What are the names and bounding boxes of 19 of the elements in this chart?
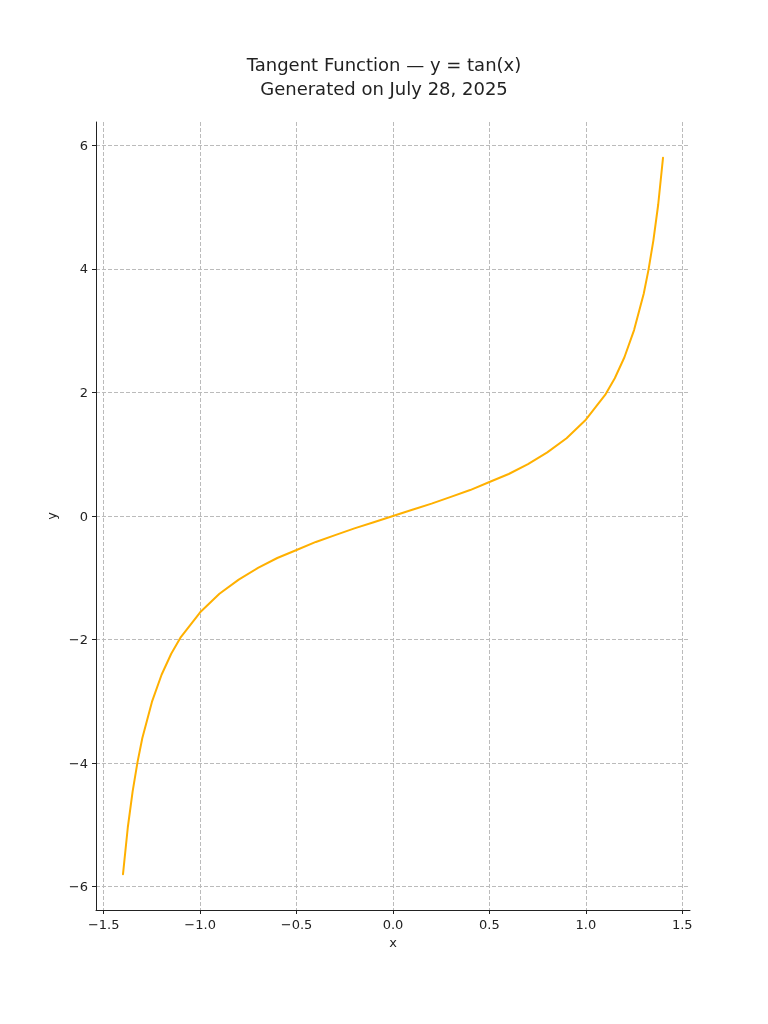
x-axis-title: x [389,935,398,950]
y-tick-label: −6 [68,879,88,895]
x-tick-label: −0.5 [280,917,313,932]
x-tick-label: −1.0 [184,917,216,932]
y-tick-label: −2 [68,632,88,648]
y-tick-label: 4 [79,261,88,277]
y-tick-label: 0 [79,508,88,524]
chart-title: Tangent Function — y = tan(x) [245,53,522,75]
y-tick-label: 2 [79,384,88,400]
x-tick-label: 1.5 [671,917,693,932]
y-tick-label: 6 [79,137,88,153]
x-tick-label: 0.5 [479,917,500,932]
x-tick-label: −1.5 [87,917,120,932]
chart-subtitle: Generated on July 28, 2025 [260,77,508,99]
x-tick-label: 0.0 [382,917,404,932]
y-axis-title: y [43,511,59,520]
y-tick-label: −4 [68,755,88,771]
line-series [122,156,664,876]
x-tick-label: 1.0 [575,917,597,932]
